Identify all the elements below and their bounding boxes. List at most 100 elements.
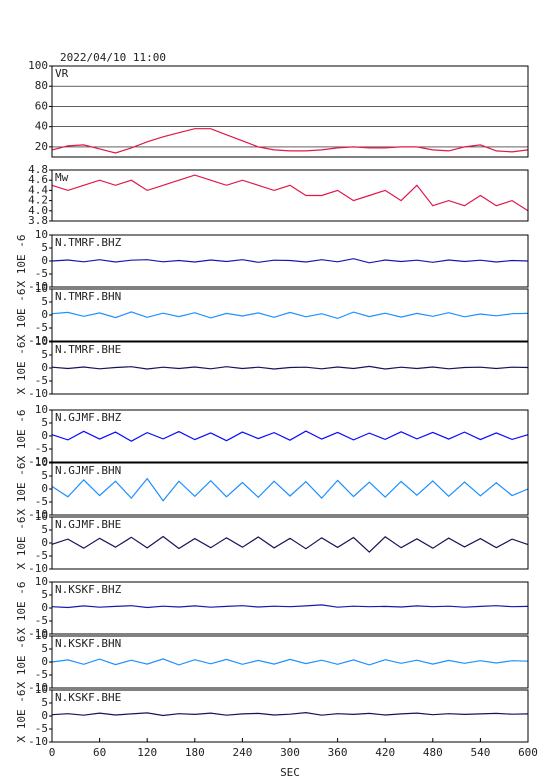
y-tick-label: 0 — [41, 601, 48, 614]
y-axis-label: X 10E -6 — [15, 690, 28, 743]
x-tick-label: 180 — [185, 746, 205, 759]
y-tick-label: -10 — [28, 681, 48, 694]
panel-frame — [51, 234, 529, 288]
data-line — [51, 365, 529, 370]
x-tick-label: 0 — [49, 746, 56, 759]
y-axis-label: X 10E -6 — [15, 289, 28, 342]
panel-label: Mw — [55, 171, 69, 184]
x-tick-label: 120 — [137, 746, 157, 759]
y-tick-label: 4.2 — [28, 194, 48, 207]
panel-frame — [51, 65, 529, 158]
y-tick-label: -10 — [28, 334, 48, 347]
y-axis-label: X 10E -6 — [15, 636, 28, 689]
y-tick-label: 4.8 — [28, 163, 48, 176]
y-tick-label: -5 — [35, 722, 48, 735]
y-tick-label: -10 — [28, 280, 48, 293]
y-tick-label: 20 — [35, 140, 48, 153]
panel-label: N.KSKF.BHE — [55, 691, 121, 704]
y-tick-label: 5 — [41, 416, 48, 429]
y-tick-label: 10 — [35, 629, 48, 642]
y-tick-label: 0 — [41, 429, 48, 442]
panel-label: N.TMRF.BHZ — [55, 236, 122, 249]
y-tick-label: 10 — [35, 510, 48, 523]
y-tick-label: 3.8 — [28, 214, 48, 227]
y-tick-label: -5 — [35, 668, 48, 681]
panel-label: N.GJMF.BHE — [55, 518, 121, 531]
y-tick-label: 0 — [41, 709, 48, 722]
y-tick-label: 10 — [35, 228, 48, 241]
y-tick-label: 60 — [35, 99, 48, 112]
x-tick-label: 60 — [93, 746, 106, 759]
y-tick-label: -5 — [35, 321, 48, 334]
x-tick-label: 300 — [280, 746, 300, 759]
y-axis-label: X 10E -6 — [15, 342, 28, 395]
panel-label: N.GJMF.BHZ — [55, 411, 122, 424]
y-tick-label: 10 — [35, 575, 48, 588]
panel-label: N.TMRF.BHE — [55, 343, 121, 356]
data-line — [51, 477, 529, 502]
y-tick-label: 5 — [41, 469, 48, 482]
x-tick-label: 360 — [328, 746, 348, 759]
y-axis-label: X 10E -6 — [15, 235, 28, 288]
y-tick-label: 0 — [41, 308, 48, 321]
panel-frame — [51, 341, 529, 395]
x-tick-label: 420 — [375, 746, 395, 759]
y-tick-label: 40 — [35, 120, 48, 133]
y-tick-label: 10 — [35, 683, 48, 696]
y-tick-label: 5 — [41, 348, 48, 361]
x-tick-label: 480 — [423, 746, 443, 759]
chart-title: 2022/04/10 11:00 — [60, 51, 166, 64]
y-tick-label: 4.6 — [28, 173, 48, 186]
y-axis-label: X 10E -6 — [15, 517, 28, 570]
x-tick-label: 600 — [518, 746, 538, 759]
y-tick-label: 10 — [35, 282, 48, 295]
x-axis-label: SEC — [280, 766, 300, 779]
data-line — [51, 258, 529, 264]
panel-frame — [51, 635, 529, 689]
data-line — [51, 430, 529, 442]
panel-frame — [51, 581, 529, 635]
y-tick-label: 10 — [35, 403, 48, 416]
y-tick-label: 5 — [41, 642, 48, 655]
y-tick-label: -5 — [35, 442, 48, 455]
y-tick-label: 0 — [41, 536, 48, 549]
y-tick-label: -10 — [28, 562, 48, 575]
y-tick-label: -5 — [35, 495, 48, 508]
data-line — [51, 535, 529, 553]
panel-frame — [51, 288, 529, 342]
panel-frame — [51, 169, 529, 222]
y-tick-label: 80 — [35, 79, 48, 92]
y-tick-label: -5 — [35, 374, 48, 387]
panel-label: VR — [55, 67, 69, 80]
y-tick-label: 5 — [41, 696, 48, 709]
panel-frame — [51, 689, 529, 743]
y-tick-label: 0 — [41, 655, 48, 668]
y-tick-label: -5 — [35, 267, 48, 280]
data-line — [51, 658, 529, 666]
data-line — [51, 604, 529, 609]
y-axis-label: X 10E -6 — [15, 410, 28, 463]
panel-frame — [51, 462, 529, 516]
y-tick-label: 100 — [28, 59, 48, 72]
data-line — [51, 311, 529, 320]
data-line — [51, 128, 529, 154]
data-line — [51, 711, 529, 717]
y-tick-label: 0 — [41, 361, 48, 374]
data-line — [51, 174, 529, 212]
y-tick-label: -5 — [35, 614, 48, 627]
y-tick-label: -10 — [28, 508, 48, 521]
y-tick-label: 4.0 — [28, 204, 48, 217]
panel-frame — [51, 516, 529, 570]
y-tick-label: 10 — [35, 456, 48, 469]
y-tick-label: 10 — [35, 335, 48, 348]
y-tick-label: 4.4 — [28, 183, 48, 196]
y-tick-label: -10 — [28, 735, 48, 748]
y-tick-label: -10 — [28, 627, 48, 640]
y-tick-label: 5 — [41, 241, 48, 254]
y-tick-label: 0 — [41, 254, 48, 267]
y-tick-label: -5 — [35, 549, 48, 562]
x-tick-label: 240 — [232, 746, 252, 759]
panel-label: N.GJMF.BHN — [55, 464, 121, 477]
panel-label: N.KSKF.BHN — [55, 637, 121, 650]
